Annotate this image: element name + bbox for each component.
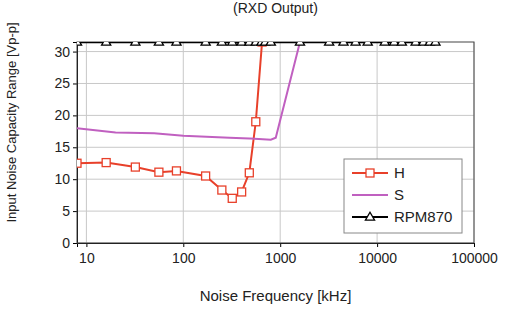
- series-line: [77, 42, 262, 198]
- y-tick: 20: [54, 107, 77, 123]
- y-tick-mark: [73, 147, 77, 148]
- grid-line-x: [183, 42, 184, 243]
- x-tick-label: 1000: [265, 250, 296, 266]
- series-marker: [202, 172, 210, 180]
- grid-line-x: [280, 42, 281, 243]
- series-marker: [339, 42, 348, 45]
- x-tick-mark: [86, 243, 87, 247]
- series-marker: [295, 42, 304, 45]
- x-tick: 1000: [265, 243, 296, 266]
- y-axis: 0 5 10 15 20 25 30: [54, 43, 77, 251]
- x-tick: 10: [79, 243, 95, 266]
- series-marker: [228, 194, 236, 202]
- y-tick: 15: [54, 139, 77, 155]
- x-tick: 100000: [451, 243, 498, 266]
- series-marker: [77, 42, 82, 45]
- grid-line-y: [77, 115, 474, 116]
- x-axis-title: Noise Frequency [kHz]: [200, 287, 352, 304]
- grid: [77, 42, 474, 243]
- series-marker: [228, 42, 237, 45]
- x-tick-label: 100000: [451, 250, 498, 266]
- x-tick-mark: [474, 243, 475, 247]
- series-marker: [363, 42, 372, 45]
- x-tick-mark: [183, 243, 184, 247]
- series-line: [77, 42, 300, 140]
- y-tick-label: 25: [54, 75, 70, 91]
- series-marker: [77, 159, 81, 167]
- legend-label: H: [394, 164, 405, 181]
- legend-marker: [365, 212, 374, 220]
- chart: 10 100 1000 10000 100000 0 5 10 15 20 25 30 HS RPM870…: [0, 0, 523, 309]
- x-tick-label: 100: [172, 250, 196, 266]
- series-marker: [218, 186, 226, 194]
- series-marker: [155, 168, 163, 176]
- x-tick: 100: [172, 243, 196, 266]
- title: (RXD Output): [233, 0, 318, 16]
- y-tick-mark: [73, 83, 77, 84]
- y-tick-label: 20: [54, 107, 70, 123]
- y-tick-mark: [73, 52, 77, 53]
- x-tick-label: 10000: [358, 250, 397, 266]
- x-tick-mark: [280, 243, 281, 247]
- grid-line-y: [77, 147, 474, 148]
- y-tick-mark: [73, 211, 77, 212]
- x-tick-mark: [377, 243, 378, 247]
- y-axis-title: Input Noise Capacity Range [Vp-p]: [4, 22, 19, 222]
- series-marker: [172, 167, 180, 175]
- series-marker: [431, 42, 440, 45]
- series-marker: [201, 42, 210, 45]
- series-marker: [266, 42, 275, 45]
- x-tick-label: 10: [79, 250, 95, 266]
- plot-frame: [77, 42, 474, 243]
- legend: HS RPM870: [344, 159, 462, 233]
- y-tick: 25: [54, 75, 77, 91]
- series-marker: [397, 42, 406, 45]
- legend-line: [352, 194, 388, 196]
- y-tick-mark: [73, 179, 77, 180]
- legend-marker: [366, 169, 374, 177]
- x-tick: 10000: [358, 243, 397, 266]
- y-tick: 30: [54, 44, 77, 60]
- y-tick-label: 5: [62, 203, 70, 219]
- series-marker: [217, 42, 226, 45]
- y-tick-mark: [73, 115, 77, 116]
- legend-box: [344, 159, 462, 233]
- series-marker: [380, 42, 389, 45]
- y-tick-label: 30: [54, 44, 70, 60]
- series-marker: [172, 42, 181, 45]
- series-marker: [102, 42, 111, 45]
- y-tick: 0: [62, 235, 77, 251]
- series-marker: [351, 42, 360, 45]
- legend-label: S: [394, 186, 404, 203]
- x-axis-line: [78, 244, 475, 248]
- y-tick: 5: [62, 203, 77, 219]
- plot-background: [77, 42, 474, 243]
- series-marker: [131, 42, 140, 45]
- series-marker: [245, 169, 253, 177]
- series-marker: [102, 159, 110, 167]
- y-tick-label: 0: [62, 235, 70, 251]
- series-marker: [238, 188, 246, 196]
- y-tick: 10: [54, 171, 77, 187]
- y-tick-label: 10: [54, 171, 70, 187]
- plot: 10 100 1000 10000 100000 0 5 10 15 20 25 30 HS RPM870: [54, 37, 498, 265]
- grid-line-y: [77, 51, 474, 52]
- grid-line-y: [77, 83, 474, 84]
- series-marker: [154, 42, 163, 45]
- y-tick-label: 15: [54, 139, 70, 155]
- legend-label: RPM870: [394, 208, 452, 225]
- series-marker: [325, 42, 334, 45]
- y-tick-mark: [73, 243, 77, 244]
- series-marker: [131, 163, 139, 171]
- x-axis: 10 100 1000 10000 100000: [78, 243, 499, 266]
- grid-line-x: [86, 42, 87, 243]
- series-marker: [252, 118, 260, 126]
